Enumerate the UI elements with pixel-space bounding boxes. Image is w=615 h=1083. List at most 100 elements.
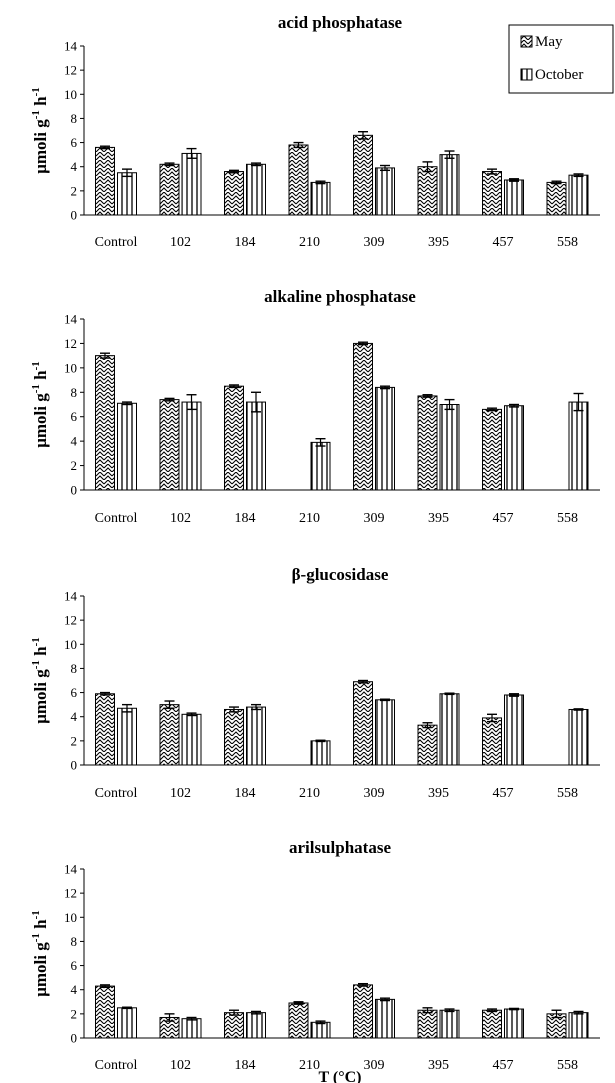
bar-october	[182, 714, 201, 765]
bar-october	[440, 1010, 459, 1038]
category-label: 102	[170, 1058, 191, 1073]
bar-october	[182, 1019, 201, 1038]
y-axis-label: μmoli g-1 h-1	[30, 910, 50, 997]
bar-may	[354, 682, 373, 765]
category-label: 558	[557, 786, 578, 801]
bar-may	[483, 718, 502, 765]
category-label: 210	[299, 511, 320, 526]
bar-october	[311, 182, 330, 215]
bar-may	[483, 1010, 502, 1038]
y-axis-label: μmoli g-1 h-1	[30, 87, 50, 174]
bar-october	[311, 741, 330, 765]
y-tick-label: 8	[71, 661, 78, 676]
bar-may	[289, 1003, 308, 1038]
category-label: 395	[428, 1058, 449, 1073]
y-axis-label: μmoli g-1 h-1	[30, 361, 50, 448]
bar-may	[160, 400, 179, 490]
bar-october	[376, 387, 395, 490]
category-label: 184	[235, 1058, 256, 1073]
bar-may	[418, 725, 437, 765]
chart-panel: arilsulphatase 0 2 4 6 8 10 12 14 μmoli g-1 h-1 Co…	[30, 838, 600, 1083]
y-tick-label: 8	[71, 111, 78, 126]
bar-may	[225, 709, 244, 765]
bar-october	[569, 402, 588, 490]
y-tick-label: 12	[64, 613, 77, 628]
category-label: 395	[428, 786, 449, 801]
legend-swatch-october	[521, 69, 532, 80]
bar-october	[247, 1013, 266, 1038]
bar-october	[376, 999, 395, 1038]
chart-title: alkaline phosphatase	[264, 287, 416, 306]
category-label: 457	[493, 511, 514, 526]
y-tick-label: 4	[71, 709, 78, 724]
y-tick-label: 6	[71, 135, 78, 150]
bar-may	[483, 409, 502, 490]
y-tick-label: 10	[64, 910, 77, 925]
chart-title: arilsulphatase	[289, 838, 391, 857]
bar-october	[118, 708, 137, 765]
bar-may	[96, 147, 115, 215]
bar-october	[182, 153, 201, 215]
bar-october	[376, 700, 395, 765]
bar-october	[505, 1009, 524, 1038]
y-tick-label: 14	[64, 589, 78, 604]
category-label: 102	[170, 786, 191, 801]
y-tick-label: 10	[64, 637, 77, 652]
category-label: 395	[428, 235, 449, 250]
y-tick-label: 10	[64, 360, 77, 375]
category-label: 558	[557, 235, 578, 250]
category-label: 558	[557, 511, 578, 526]
chart-panel: alkaline phosphatase 0 2 4 6 8 10 12 14 μmoli g-1…	[30, 287, 600, 526]
category-label: 309	[364, 786, 385, 801]
y-tick-label: 8	[71, 385, 78, 400]
category-label: 558	[557, 1058, 578, 1073]
category-label: 184	[235, 235, 256, 250]
category-label: 210	[299, 786, 320, 801]
y-tick-label: 12	[64, 886, 77, 901]
y-tick-label: 10	[64, 87, 77, 102]
y-tick-label: 2	[71, 458, 78, 473]
y-tick-label: 6	[71, 958, 78, 973]
bar-october	[247, 402, 266, 490]
y-tick-label: 6	[71, 409, 78, 424]
bar-may	[547, 182, 566, 215]
bar-october	[118, 403, 137, 490]
bar-october	[376, 168, 395, 215]
category-label: Control	[95, 1058, 138, 1073]
category-label: 309	[364, 511, 385, 526]
category-label: 395	[428, 511, 449, 526]
bar-october	[440, 155, 459, 215]
category-label: 102	[170, 511, 191, 526]
y-tick-label: 12	[64, 336, 77, 351]
y-tick-label: 2	[71, 1006, 78, 1021]
chart-panel: β-glucosidase02468101214μmoli g-1 h-1Con…	[30, 565, 600, 801]
bar-may	[225, 172, 244, 215]
category-label: 102	[170, 235, 191, 250]
y-tick-label: 0	[71, 1031, 78, 1046]
y-tick-label: 0	[71, 208, 78, 223]
category-label: Control	[95, 786, 138, 801]
bar-october	[569, 1013, 588, 1038]
bar-october	[569, 709, 588, 765]
y-tick-label: 12	[64, 63, 77, 78]
bar-may	[418, 1010, 437, 1038]
legend: May October	[509, 25, 613, 93]
bar-may	[96, 356, 115, 490]
legend-label-may: May	[535, 34, 563, 50]
bar-october	[311, 1022, 330, 1038]
y-tick-label: 2	[71, 183, 78, 198]
bar-may	[160, 164, 179, 215]
y-tick-label: 4	[71, 434, 78, 449]
bar-october	[182, 402, 201, 490]
category-label: Control	[95, 235, 138, 250]
category-label: 184	[235, 511, 256, 526]
y-tick-label: 4	[71, 159, 78, 174]
bar-october	[118, 1008, 137, 1038]
bar-may	[354, 135, 373, 215]
y-tick-label: 4	[71, 982, 78, 997]
category-label: 457	[493, 786, 514, 801]
bar-may	[225, 386, 244, 490]
bar-october	[311, 442, 330, 490]
bar-may	[354, 343, 373, 490]
y-tick-label: 0	[71, 483, 78, 498]
